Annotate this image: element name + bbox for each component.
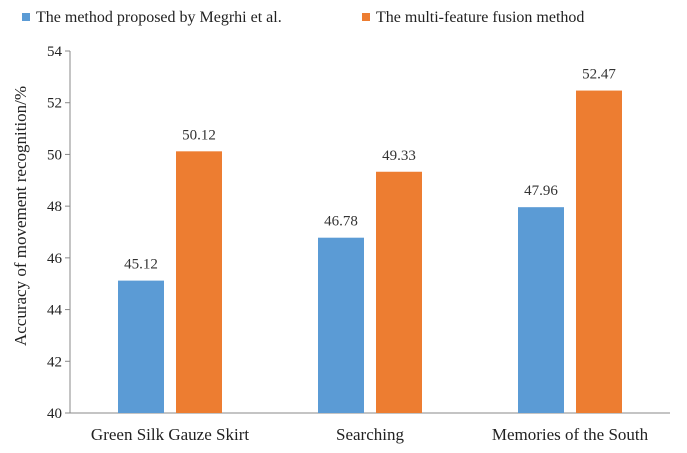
x-axis: Green Silk Gauze Skirt Searching Memories … — [70, 412, 670, 444]
legend-swatch-2 — [362, 13, 370, 21]
bar-series1-3 — [518, 207, 564, 413]
data-label-series2-1: 50.12 — [182, 127, 216, 143]
y-tick-label: 46 — [47, 251, 63, 267]
y-tick-label: 48 — [47, 199, 62, 215]
x-category-label: Green Silk Gauze Skirt — [91, 425, 249, 444]
y-tick-label: 50 — [47, 147, 62, 163]
bar-series1-2 — [318, 237, 364, 413]
y-tick-label: 40 — [47, 406, 62, 422]
data-label-series1-3: 47.96 — [524, 183, 558, 199]
data-label-series1-2: 46.78 — [324, 214, 358, 230]
x-category-label: Searching — [336, 425, 404, 444]
y-axis-title: Accuracy of movement recognition/% — [11, 86, 30, 346]
legend-swatch-1 — [22, 13, 30, 21]
legend: The method proposed by Megrhi et al. The … — [22, 9, 584, 26]
bar-series2-2 — [376, 171, 422, 413]
bar-series2-3 — [576, 90, 622, 413]
y-tick-label: 44 — [47, 303, 63, 319]
bars — [118, 90, 622, 413]
y-tick-label: 54 — [47, 44, 63, 60]
data-label-series1-1: 45.12 — [124, 257, 158, 273]
y-axis: 40 42 44 46 48 50 52 54 — [47, 44, 71, 422]
data-label-series2-2: 49.33 — [382, 148, 416, 164]
data-label-series2-3: 52.47 — [582, 67, 616, 83]
data-labels: 45.12 46.78 47.96 50.12 49.33 52.47 — [124, 67, 616, 273]
y-tick-label: 52 — [47, 96, 62, 112]
x-category-label: Memories of the South — [492, 425, 649, 444]
y-tick-label: 42 — [47, 354, 62, 370]
legend-label-1: The method proposed by Megrhi et al. — [36, 9, 282, 26]
legend-label-2: The multi-feature fusion method — [376, 9, 584, 26]
bar-series2-1 — [176, 151, 222, 413]
bar-series1-1 — [118, 280, 164, 413]
